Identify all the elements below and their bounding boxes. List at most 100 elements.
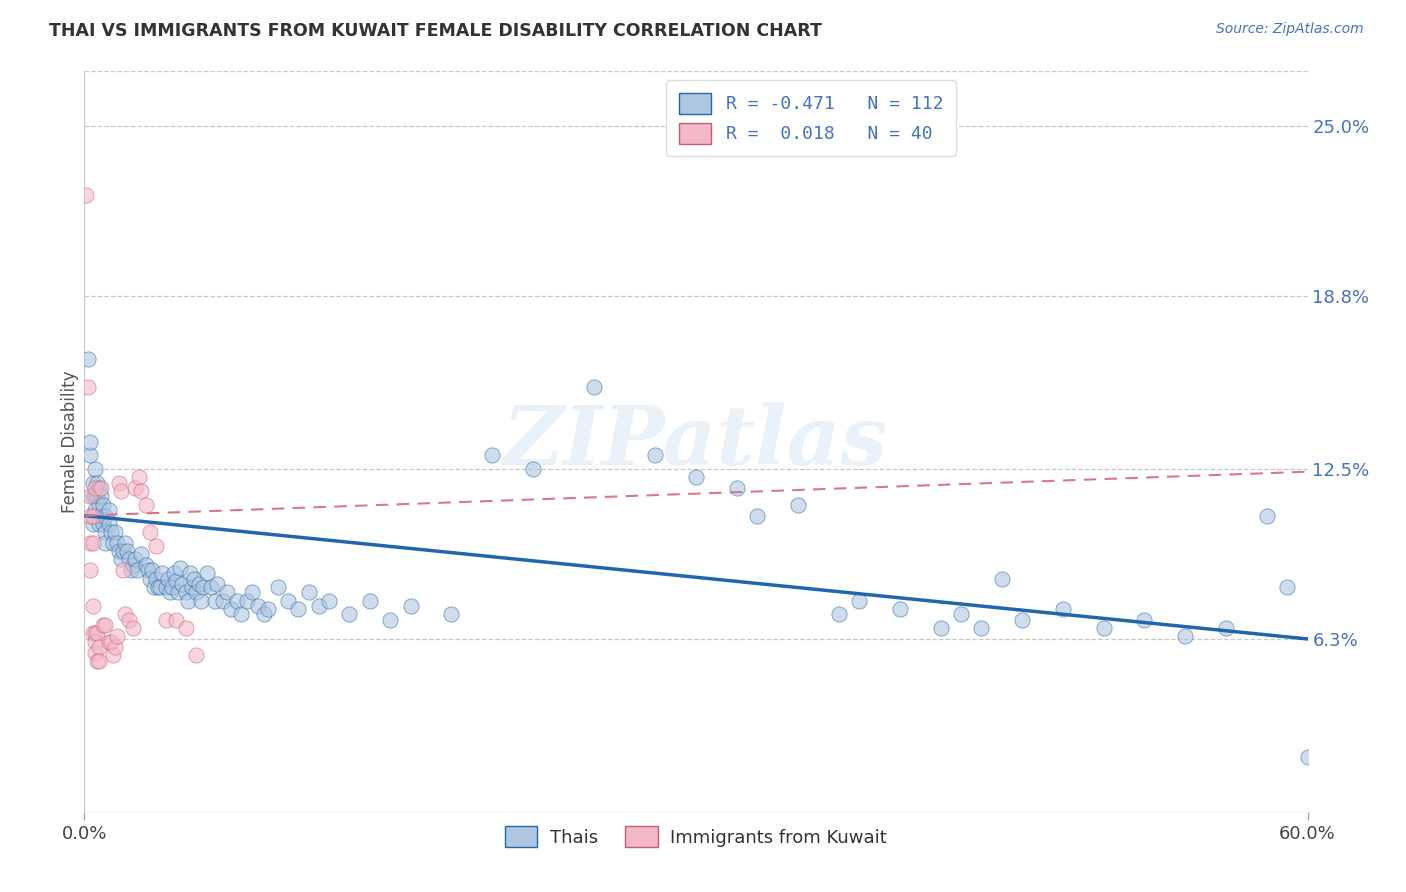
Point xyxy=(1052,602,1074,616)
Point xyxy=(77,380,100,394)
Point xyxy=(1296,750,1319,764)
Point xyxy=(177,593,200,607)
Point xyxy=(174,621,197,635)
Point xyxy=(82,508,104,523)
Point xyxy=(644,448,666,462)
Point xyxy=(83,626,105,640)
Point xyxy=(149,580,172,594)
Point xyxy=(86,508,108,523)
Point xyxy=(339,607,361,622)
Point xyxy=(308,599,330,613)
Point xyxy=(929,621,952,635)
Point xyxy=(112,544,135,558)
Point xyxy=(118,552,141,566)
Point xyxy=(91,516,114,531)
Point xyxy=(114,536,136,550)
Point xyxy=(101,648,124,663)
Point xyxy=(747,508,769,523)
Point xyxy=(83,646,105,660)
Point xyxy=(124,552,146,566)
Point xyxy=(82,489,104,503)
Point xyxy=(181,580,204,594)
Point xyxy=(112,563,135,577)
Point xyxy=(79,489,101,503)
Point xyxy=(481,448,503,462)
Point xyxy=(108,544,131,558)
Point xyxy=(190,593,212,607)
Point xyxy=(136,563,159,577)
Point xyxy=(79,448,101,462)
Point xyxy=(160,580,183,594)
Point xyxy=(380,613,402,627)
Point xyxy=(93,508,115,523)
Point xyxy=(135,558,157,572)
Point xyxy=(90,489,112,503)
Point xyxy=(138,572,160,586)
Point xyxy=(87,481,110,495)
Point xyxy=(277,593,299,607)
Point xyxy=(87,516,110,531)
Point xyxy=(104,524,127,539)
Point xyxy=(236,593,259,607)
Point xyxy=(86,654,108,668)
Point xyxy=(120,563,142,577)
Point xyxy=(93,524,115,539)
Point xyxy=(318,593,340,607)
Point xyxy=(97,516,120,531)
Point xyxy=(231,607,253,622)
Point xyxy=(86,489,108,503)
Point xyxy=(287,602,309,616)
Point xyxy=(87,640,110,655)
Point xyxy=(124,481,146,495)
Point xyxy=(1215,621,1237,635)
Point xyxy=(155,613,177,627)
Point xyxy=(131,547,153,561)
Point xyxy=(100,524,122,539)
Point xyxy=(169,560,191,574)
Point xyxy=(145,572,167,586)
Point xyxy=(253,607,276,622)
Point xyxy=(110,552,132,566)
Point xyxy=(191,580,214,594)
Point xyxy=(787,498,810,512)
Point xyxy=(146,580,169,594)
Point xyxy=(131,483,153,498)
Point xyxy=(174,585,197,599)
Point xyxy=(128,470,150,484)
Point xyxy=(889,602,911,616)
Point xyxy=(240,585,263,599)
Point xyxy=(145,539,167,553)
Point xyxy=(399,599,422,613)
Point xyxy=(159,585,181,599)
Legend: Thais, Immigrants from Kuwait: Thais, Immigrants from Kuwait xyxy=(498,819,894,855)
Point xyxy=(83,634,105,648)
Point xyxy=(725,481,748,495)
Point xyxy=(97,503,120,517)
Point xyxy=(226,593,249,607)
Point xyxy=(105,629,128,643)
Point xyxy=(101,536,124,550)
Text: Source: ZipAtlas.com: Source: ZipAtlas.com xyxy=(1216,22,1364,37)
Point xyxy=(82,475,104,490)
Point xyxy=(97,634,120,648)
Point xyxy=(991,572,1014,586)
Point xyxy=(156,572,179,586)
Point xyxy=(179,566,201,581)
Point xyxy=(165,613,187,627)
Point xyxy=(91,618,114,632)
Point xyxy=(186,585,208,599)
Point xyxy=(77,352,100,367)
Point xyxy=(1174,629,1197,643)
Point xyxy=(108,475,131,490)
Point xyxy=(83,489,105,503)
Point xyxy=(87,498,110,512)
Point xyxy=(195,566,218,581)
Point xyxy=(105,536,128,550)
Point xyxy=(155,580,177,594)
Point xyxy=(122,558,145,572)
Point xyxy=(87,654,110,668)
Point xyxy=(685,470,707,484)
Point xyxy=(104,640,127,655)
Point xyxy=(1011,613,1033,627)
Point xyxy=(246,599,269,613)
